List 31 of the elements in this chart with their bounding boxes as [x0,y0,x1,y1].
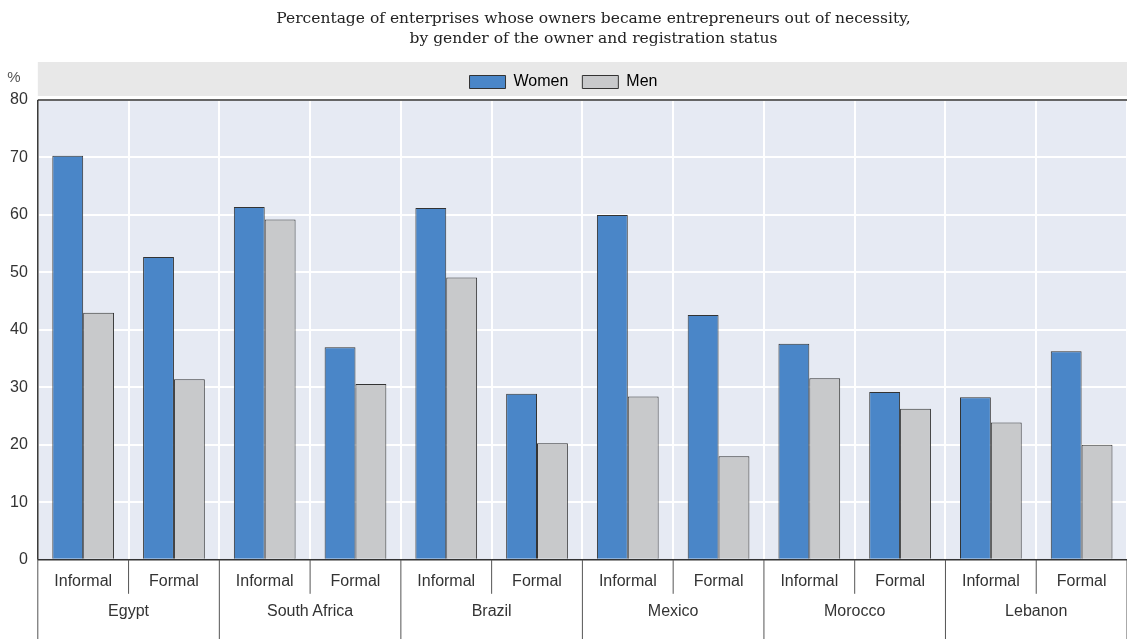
text: South Africa [266,602,354,620]
x-tick-label: Formal [875,571,925,589]
y-tick-label: 30 [10,377,28,395]
x-tick-label: Informal [961,571,1020,589]
text: Brazil [471,602,512,620]
y-axis-title: % [7,68,21,86]
text: Mexico [647,602,699,620]
x-tick-label: Informal [598,571,657,589]
text: Lebanon [1005,602,1068,620]
chart-title: Percentage of enterprises whose owners became entrepreneurs out of necessity, by gender of the owner and registration status [275,8,912,49]
y-tick-label: 20 [10,435,28,453]
x-tick-label: Informal [235,571,294,589]
y-tick-label: 40 [10,320,28,338]
y-tick-label: 60 [10,205,28,223]
x-tick-label: Formal [693,571,744,589]
text: Morocco [824,602,886,620]
x-tick-label: Informal [780,571,839,589]
y-tick-label: 50 [10,262,28,280]
x-tick-label: Formal [330,571,381,589]
x-tick-label: Informal [54,571,113,589]
legend-label: Men [626,72,658,90]
x-tick-label: Informal [417,571,476,589]
legend-label: Women [513,72,569,90]
x-tick-label: Formal [512,571,562,589]
x-tick-label: Formal [1056,571,1107,589]
y-tick-label: 80 [10,90,28,108]
y-tick-label: 10 [10,492,28,510]
text: Egypt [108,602,150,620]
y-tick-label: 70 [10,147,28,165]
y-tick-label: 0 [18,550,28,568]
x-tick-label: Formal [149,571,199,589]
